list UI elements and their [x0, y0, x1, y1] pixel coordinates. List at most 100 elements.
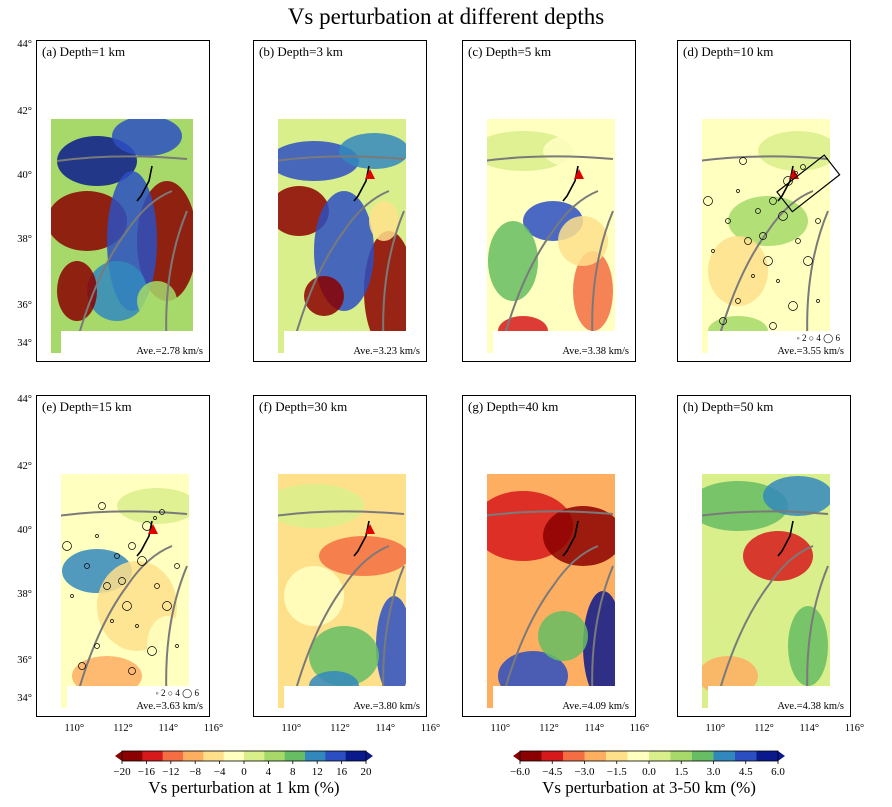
colorbar-segment [713, 751, 736, 761]
velocity-anomaly [708, 571, 768, 641]
velocity-anomaly [72, 656, 142, 696]
velocity-anomaly [583, 591, 615, 701]
map-panel: (g) Depth=40 km Ave.=4.09 km/s [462, 395, 636, 717]
fault-line [61, 510, 188, 517]
average-velocity: Ave.=3.80 km/s [353, 701, 420, 712]
colorbar-tick-label: 8 [290, 766, 296, 778]
earthquake-circle [744, 237, 752, 245]
earthquake-circle [135, 624, 139, 628]
colorbar-title-shallow: Vs perturbation at 1 km (%) [148, 778, 340, 797]
velocity-map [487, 119, 615, 353]
colorbar-tick-label: −6.0 [510, 766, 530, 778]
colorbar-frame [121, 750, 367, 762]
station-triangle [365, 169, 375, 179]
earthquake-circle [735, 298, 741, 304]
velocity-anomaly [369, 201, 399, 241]
velocity-anomaly [376, 596, 406, 696]
earthquake-circle [751, 274, 755, 278]
velocity-anomaly [543, 506, 615, 566]
magnitude-legend: ◦ 2 ○ 4 ◯ 6 [796, 333, 840, 343]
panel-label: (c) Depth=5 km [468, 44, 552, 59]
map-panel: (b) Depth=3 km Ave.=3.23 km/s [253, 40, 427, 362]
velocity-anomaly [558, 216, 608, 266]
velocity-anomaly [488, 221, 538, 301]
earthquake-circle [783, 176, 793, 186]
average-velocity: Ave.=3.23 km/s [353, 346, 420, 357]
earthquake-circle [788, 301, 798, 311]
x-tick-label: 116° [420, 723, 441, 734]
earthquake-circle [98, 502, 106, 510]
earthquake-circle [175, 644, 179, 648]
station-triangle [148, 524, 158, 534]
x-tick-label: 112° [113, 723, 133, 734]
fault-line [502, 190, 599, 342]
map-panel: (d) Depth=10 km Ave.=3.55 km/s ◦ 2 ○ 4 ◯ 6 [677, 40, 851, 362]
velocity-anomaly [278, 484, 364, 528]
earthquake-circle [142, 521, 152, 531]
colorbar-segment [325, 751, 347, 761]
fault-line [56, 155, 188, 162]
velocity-anomaly [543, 133, 615, 169]
fault-line [502, 545, 599, 697]
earthquake-circle [703, 196, 713, 206]
colorbar-tick-label: 3.0 [707, 766, 721, 778]
earthquake-circle [794, 171, 798, 175]
velocity-anomaly [788, 241, 828, 321]
velocity-map [51, 119, 193, 353]
colorbar-tick-label: −16 [138, 766, 156, 778]
y-tick-label: 42° [17, 105, 32, 117]
velocity-anomaly [278, 141, 359, 181]
fault-line [702, 155, 829, 162]
colorbar-segment [345, 751, 367, 761]
earthquake-circle [154, 583, 160, 589]
y-tick-label: 34° [17, 693, 32, 704]
colorbar-segment [670, 751, 693, 761]
velocity-anomaly [319, 536, 406, 576]
velocity-anomaly [309, 671, 359, 701]
colorbar-segment [606, 751, 628, 761]
colorbar-tick-label: 0 [241, 766, 247, 778]
y-tick-label: 40° [17, 170, 32, 182]
earthquake-circle [128, 542, 136, 550]
fault-line [717, 545, 814, 697]
velocity-anomaly [364, 231, 406, 351]
y-tick-label: 38° [17, 589, 32, 601]
velocity-anomaly [278, 186, 329, 236]
y-tick-label: 34° [17, 338, 32, 349]
colorbar-max-arrow [778, 751, 785, 761]
earthquake-circle [147, 646, 157, 656]
earthquake-circle [95, 534, 99, 538]
y-tick-label: 36° [17, 299, 32, 311]
velocity-map [278, 119, 406, 353]
colorbar-tick-label: 12 [312, 766, 323, 778]
x-tick-label: 112° [754, 723, 774, 734]
x-tick-label: 110° [281, 723, 302, 734]
velocity-anomaly [708, 316, 768, 346]
panel-label: (h) Depth=50 km [683, 399, 774, 414]
velocity-map [487, 474, 615, 708]
station-triangle [574, 169, 584, 179]
earthquake-circle [174, 563, 180, 569]
average-velocity: Ave.=3.55 km/s [777, 346, 844, 357]
panel-label: (e) Depth=15 km [42, 399, 132, 414]
earthquake-circle [763, 256, 773, 266]
x-tick-label: 110° [490, 723, 511, 734]
velocity-anomaly [137, 281, 177, 321]
velocity-anomaly [702, 129, 788, 173]
panel-label: (d) Depth=10 km [683, 44, 774, 59]
colorbar-segment [122, 751, 143, 761]
velocity-anomaly [87, 261, 147, 321]
map-panel: (e) Depth=15 km Ave.=3.63 km/s ◦ 2 ○ 4 ◯ 6 [36, 395, 210, 717]
velocity-anomaly [309, 626, 379, 686]
colorbar-tick-label: 16 [336, 766, 348, 778]
black-fault-trace [777, 520, 794, 557]
velocity-anomaly [538, 611, 588, 661]
x-tick-label: 114° [584, 723, 605, 734]
colorbar-segment [142, 751, 164, 761]
colorbar-tick-label: −1.5 [607, 766, 627, 778]
fault-line [76, 190, 173, 342]
colorbar-segment [223, 751, 245, 761]
y-tick-label: 36° [17, 654, 32, 666]
earthquake-circle [795, 238, 801, 244]
colorbar-segment [244, 751, 265, 761]
